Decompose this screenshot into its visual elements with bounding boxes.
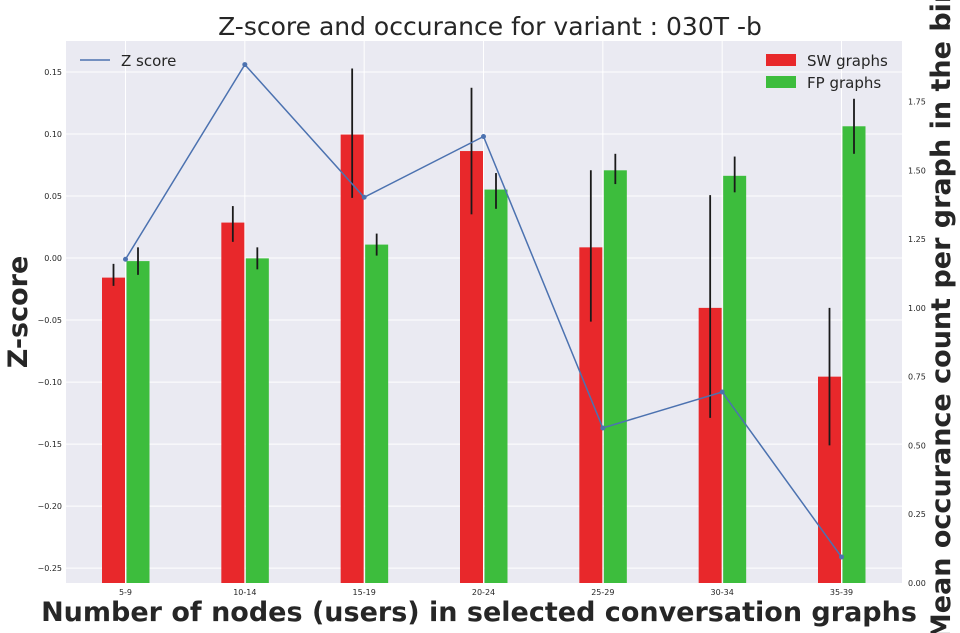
z-score-point bbox=[361, 194, 367, 200]
legend-line-label: Z score bbox=[121, 52, 176, 70]
y-axis-label-left: Z-score bbox=[3, 256, 34, 369]
y-tick-label-right: 1.50 bbox=[908, 166, 926, 175]
z-score-point bbox=[839, 554, 844, 560]
y-tick-label-right: 1.75 bbox=[908, 98, 926, 107]
y-axis-label-right: Mean occurance count per graph in the bi… bbox=[926, 0, 957, 633]
y-tick-label-left: −0.20 bbox=[37, 502, 62, 511]
y-tick-label-left: 0.00 bbox=[44, 254, 62, 263]
fp-bar bbox=[842, 126, 866, 583]
x-tick-label: 30-34 bbox=[711, 588, 734, 597]
z-score-point bbox=[481, 134, 486, 140]
y-tick-label-left: 0.15 bbox=[44, 68, 62, 77]
y-tick-label-left: −0.25 bbox=[37, 564, 62, 573]
grid-lines bbox=[66, 41, 902, 583]
y-tick-label-left: −0.15 bbox=[37, 440, 62, 449]
sw-bar bbox=[102, 277, 125, 583]
tick-labels: −0.25 −0.20 −0.15 −0.10 −0.05 0.00 0.05 0.10 0.1… bbox=[37, 68, 925, 597]
x-tick-label: 15-19 bbox=[353, 588, 376, 597]
z-score-line bbox=[123, 62, 844, 560]
legend-fp-label: FP graphs bbox=[807, 74, 881, 92]
fp-bar bbox=[723, 175, 747, 583]
y-tick-label-right: 1.00 bbox=[908, 304, 926, 313]
y-tick-label-right: 1.25 bbox=[908, 235, 926, 244]
y-tick-label-left: 0.10 bbox=[44, 130, 62, 139]
legend-bars: SW graphs FP graphs bbox=[766, 52, 888, 92]
sw-bar bbox=[340, 134, 364, 583]
fp-bar bbox=[365, 244, 389, 583]
error-bars bbox=[112, 68, 855, 446]
sw-bar bbox=[698, 307, 722, 583]
bars bbox=[102, 126, 866, 584]
y-tick-label-right: 0.00 bbox=[908, 579, 926, 588]
y-tick-label-left: −0.10 bbox=[37, 378, 62, 387]
y-tick-label-right: 0.75 bbox=[908, 373, 926, 382]
sw-bar bbox=[579, 247, 603, 583]
z-score-point bbox=[600, 425, 606, 431]
z-score-point bbox=[123, 256, 128, 262]
chart-title: Z-score and occurance for variant : 030T… bbox=[218, 12, 762, 41]
y-tick-label-right: 0.25 bbox=[908, 510, 926, 519]
z-score-point bbox=[242, 62, 248, 68]
legend-line: Z score bbox=[80, 52, 176, 70]
x-tick-label: 25-29 bbox=[591, 588, 614, 597]
x-tick-label: 10-14 bbox=[233, 588, 256, 597]
fp-bar bbox=[484, 189, 508, 583]
y-tick-label-left: 0.05 bbox=[44, 192, 62, 201]
sw-bar bbox=[221, 222, 245, 584]
fp-bar bbox=[126, 261, 150, 583]
x-axis-label: Number of nodes (users) in selected conv… bbox=[41, 597, 917, 628]
y-tick-label-right: 0.50 bbox=[908, 441, 926, 450]
legend-sw-label: SW graphs bbox=[807, 52, 888, 70]
z-score-point bbox=[719, 389, 725, 395]
legend-fp-swatch bbox=[766, 76, 796, 88]
fp-bar bbox=[245, 258, 269, 583]
fp-bar bbox=[603, 170, 627, 584]
sw-bar bbox=[460, 151, 483, 583]
x-tick-label: 35-39 bbox=[830, 588, 853, 597]
legend-sw-swatch bbox=[766, 54, 796, 66]
x-tick-label: 20-24 bbox=[472, 588, 495, 597]
x-tick-label: 5-9 bbox=[119, 588, 132, 597]
y-tick-label-left: −0.05 bbox=[37, 316, 62, 325]
